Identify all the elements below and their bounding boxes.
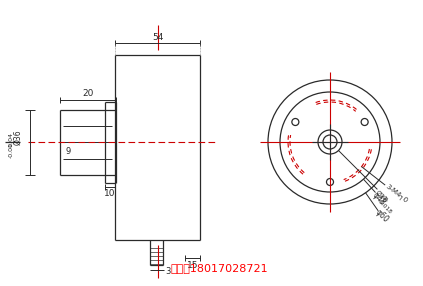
Text: 9: 9	[66, 148, 71, 156]
Text: -0.04: -0.04	[8, 132, 14, 148]
Text: Ø36: Ø36	[14, 129, 22, 145]
Text: 手机：18017028721: 手机：18017028721	[170, 263, 268, 273]
Text: 10: 10	[104, 190, 116, 198]
Text: -0.01: -0.01	[8, 142, 14, 158]
Text: φ60: φ60	[374, 208, 390, 225]
Text: 54: 54	[152, 33, 163, 43]
Text: Ø10: Ø10	[374, 189, 389, 204]
Text: φ48: φ48	[370, 190, 387, 207]
Text: -0
-0.018: -0 -0.018	[376, 194, 397, 215]
Text: 3-M4┐0: 3-M4┐0	[384, 182, 409, 204]
Text: 20: 20	[82, 90, 93, 98]
Text: 15: 15	[187, 261, 198, 269]
Text: 3: 3	[165, 267, 171, 277]
